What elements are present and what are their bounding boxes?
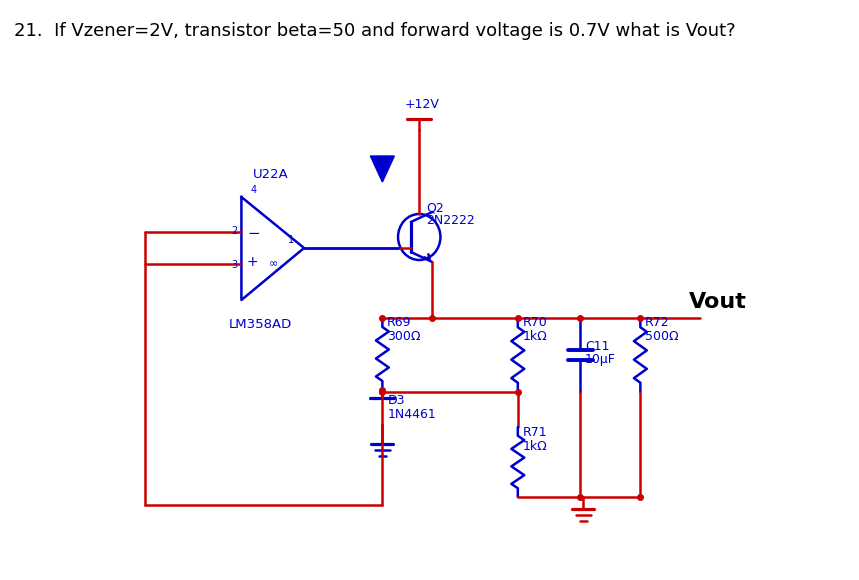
Text: R70: R70 — [522, 317, 547, 329]
Text: 500Ω: 500Ω — [645, 331, 679, 343]
Text: Q2: Q2 — [427, 201, 444, 215]
Text: R69: R69 — [387, 317, 411, 329]
Text: D3: D3 — [388, 394, 405, 408]
Text: R72: R72 — [645, 317, 670, 329]
Text: 4: 4 — [251, 185, 257, 195]
Text: −: − — [247, 226, 259, 241]
Text: C11: C11 — [585, 340, 610, 353]
Text: +12V: +12V — [405, 99, 439, 111]
Text: ∞: ∞ — [269, 259, 278, 269]
Text: +: + — [247, 255, 259, 269]
Text: LM358AD: LM358AD — [228, 317, 292, 331]
Text: U22A: U22A — [253, 169, 289, 182]
Text: R71: R71 — [522, 426, 547, 438]
Polygon shape — [370, 156, 394, 182]
Text: 2: 2 — [231, 226, 238, 236]
Text: 1N4461: 1N4461 — [388, 408, 436, 420]
Text: 3: 3 — [231, 260, 237, 270]
Text: 300Ω: 300Ω — [387, 331, 421, 343]
Text: 21.  If Vzener=2V, transistor beta=50 and forward voltage is 0.7V what is Vout?: 21. If Vzener=2V, transistor beta=50 and… — [14, 22, 735, 40]
Text: 1kΩ: 1kΩ — [522, 440, 547, 452]
Text: 2N2222: 2N2222 — [427, 213, 475, 227]
Text: Vout: Vout — [689, 292, 747, 312]
Text: 1kΩ: 1kΩ — [522, 331, 547, 343]
Text: 10μF: 10μF — [585, 353, 616, 365]
Text: 1: 1 — [288, 235, 294, 245]
